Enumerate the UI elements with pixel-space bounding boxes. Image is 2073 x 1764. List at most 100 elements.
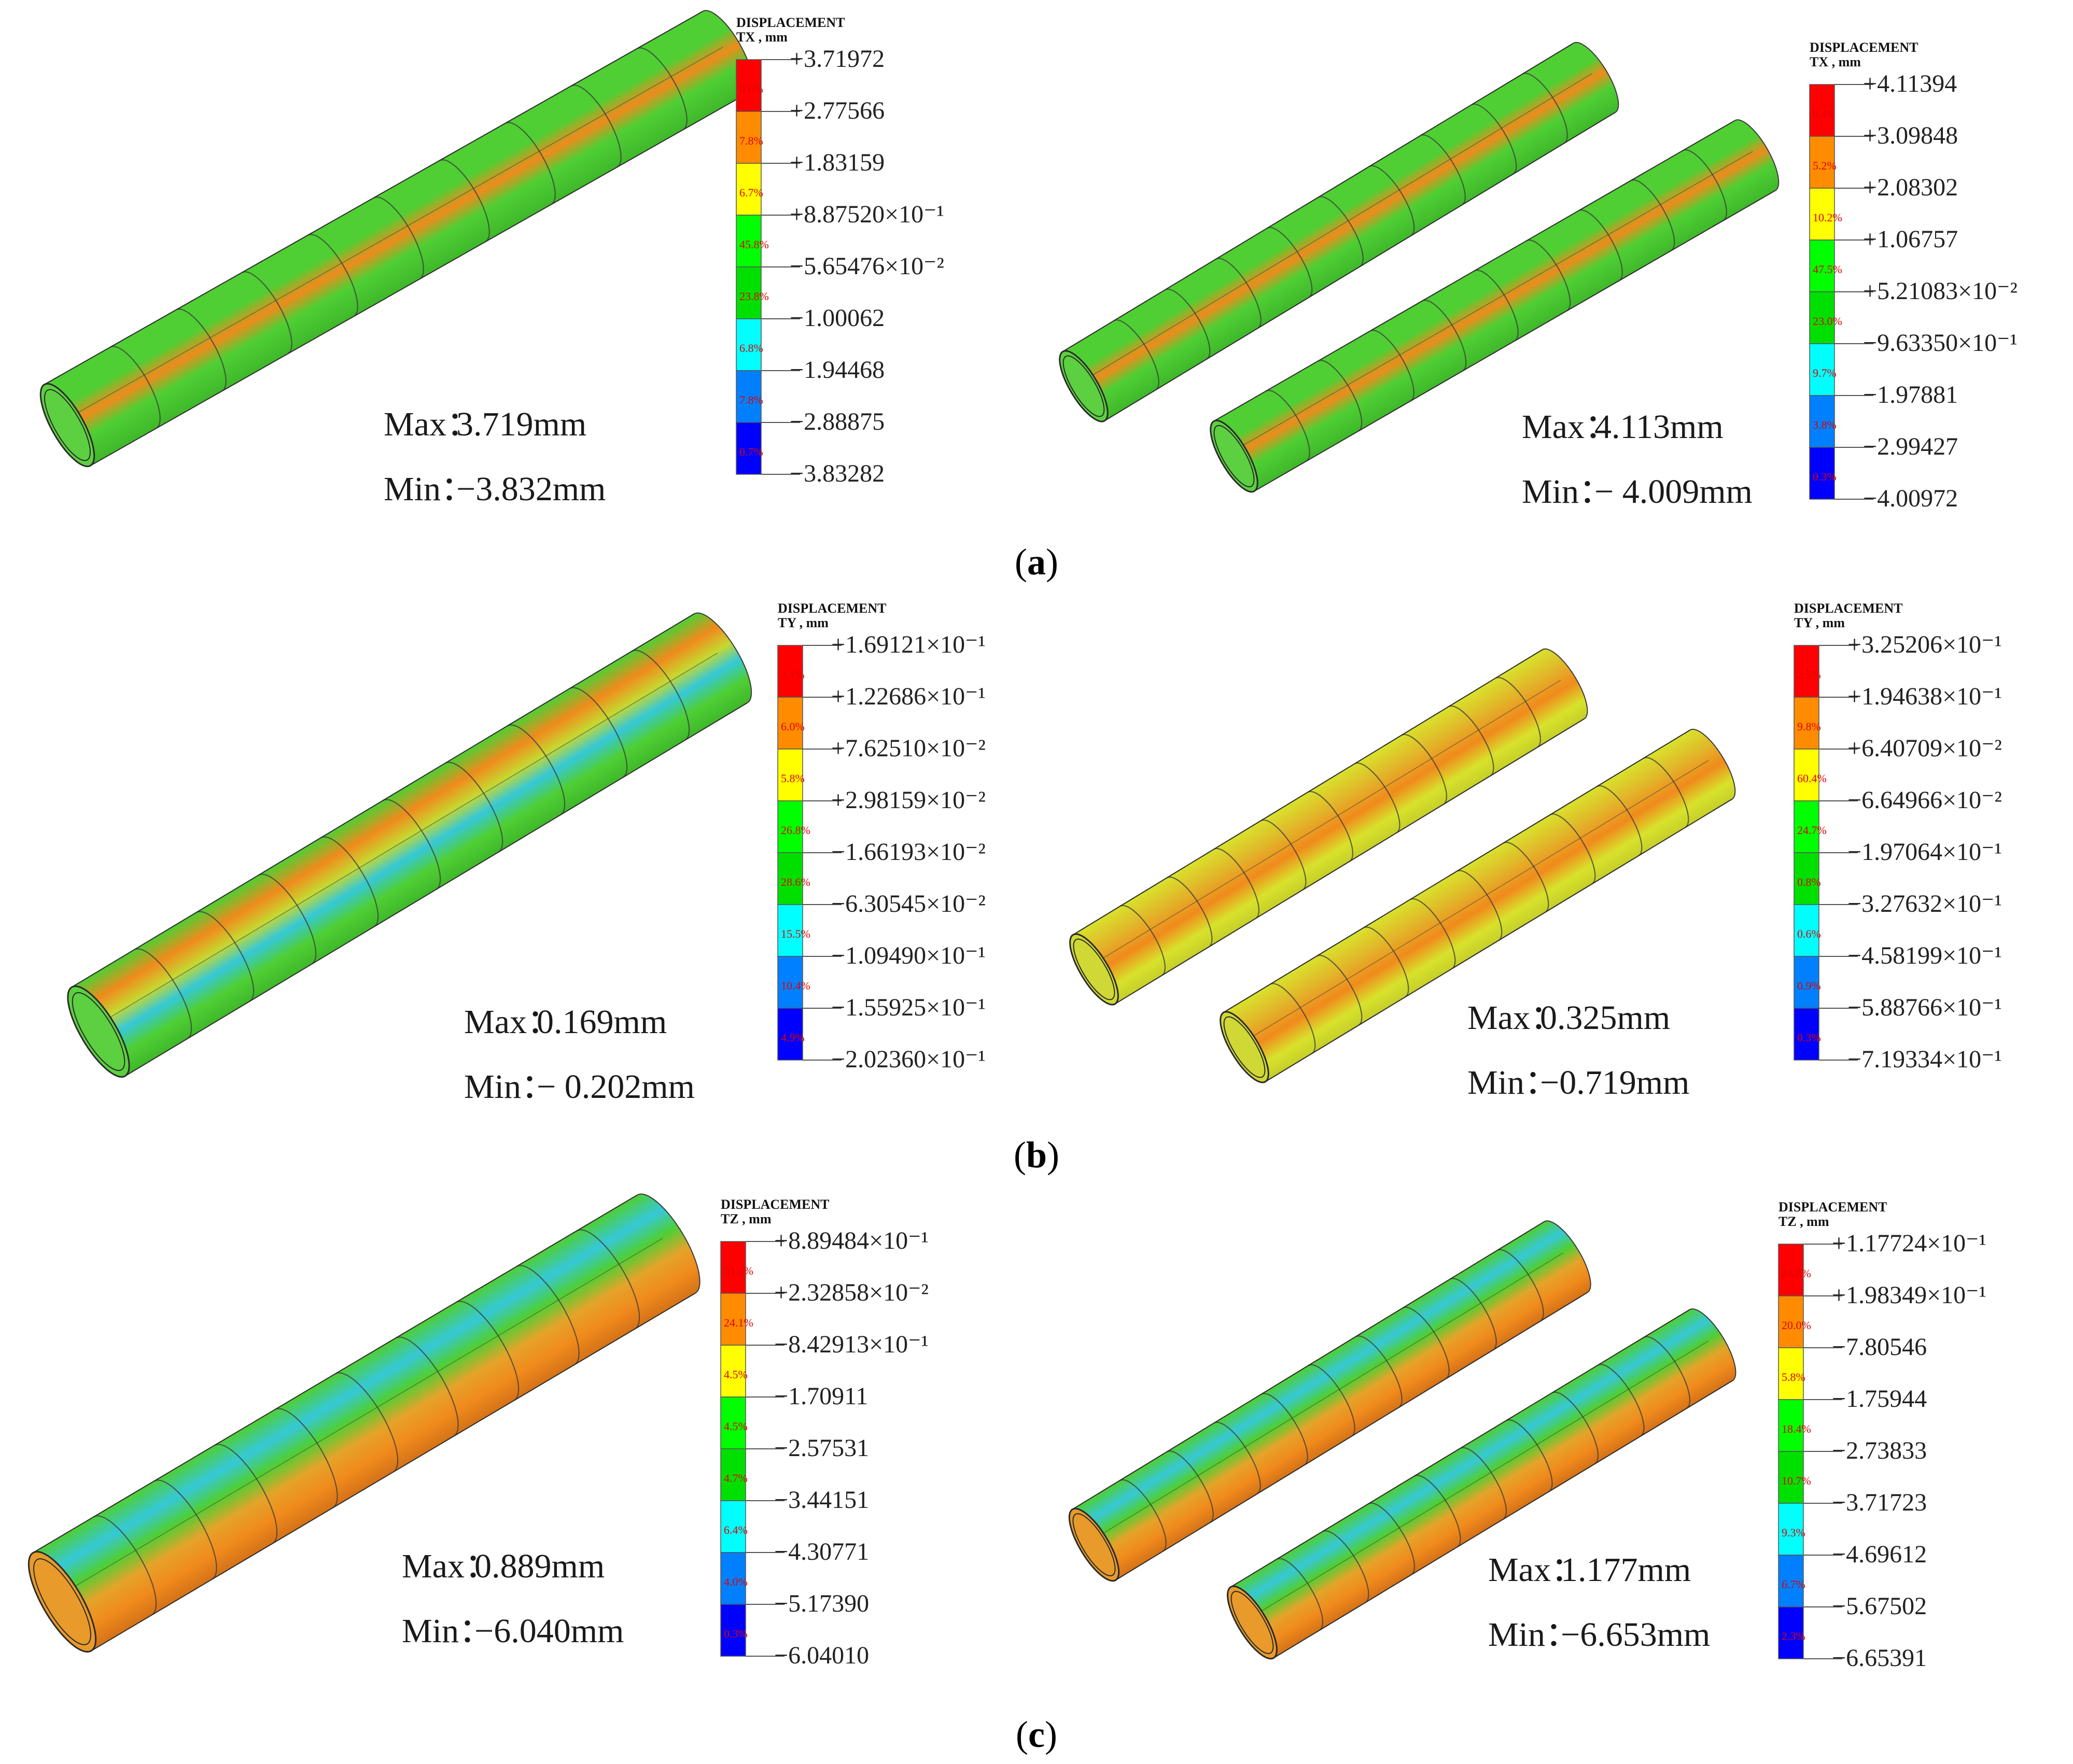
legend-band bbox=[736, 422, 762, 475]
legend-value: +1.94638×10⁻¹ bbox=[1847, 683, 2002, 710]
segment-joint bbox=[1598, 1364, 1645, 1437]
legend-band bbox=[720, 1241, 746, 1294]
segment-joint bbox=[307, 234, 358, 317]
max-value: 1.177mm bbox=[1561, 1551, 1691, 1589]
segment-joint bbox=[93, 1515, 157, 1616]
segment-joint bbox=[1363, 926, 1409, 998]
min-value: −3.832mm bbox=[456, 470, 606, 508]
legend-value: +5.21083×10⁻² bbox=[1863, 277, 2018, 305]
legend-band bbox=[736, 59, 762, 112]
pipe-edge-top bbox=[1213, 120, 1735, 422]
pipe-edge-bottom bbox=[90, 92, 749, 467]
pipe bbox=[1227, 1308, 1736, 1660]
segment-joint bbox=[1355, 1335, 1403, 1408]
max-label: Max： bbox=[402, 1547, 499, 1585]
pipe-edge-bottom bbox=[91, 1292, 696, 1652]
legend-band-percent: 10.7% bbox=[1782, 1474, 1811, 1487]
legend-value: −1.97064×10⁻¹ bbox=[1847, 838, 2002, 866]
segment-joint bbox=[176, 308, 227, 392]
legend-band-percent: 5.2% bbox=[1813, 159, 1837, 172]
max-label: Max： bbox=[464, 1003, 561, 1041]
legend-value: −6.04010 bbox=[774, 1642, 869, 1669]
legend-band-percent: 6.7% bbox=[739, 186, 763, 199]
legend-band bbox=[777, 749, 803, 801]
pipe-body bbox=[44, 11, 749, 466]
legend-band-percent: 9.7% bbox=[1813, 366, 1837, 379]
panel-b-caption: (b) bbox=[1014, 1134, 1059, 1176]
legend-band bbox=[720, 1500, 746, 1553]
segment-joint bbox=[1449, 1278, 1497, 1351]
legend-value: +1.22686×10⁻¹ bbox=[831, 683, 986, 710]
segment-joint bbox=[569, 687, 628, 778]
legend-band bbox=[1778, 1451, 1804, 1504]
legend-component: TY , mm bbox=[1794, 615, 1845, 630]
segment-joint bbox=[505, 122, 556, 205]
min-label: Min： bbox=[1467, 1064, 1559, 1102]
legend-band-percent: 0.49 bbox=[1813, 107, 1833, 120]
legend-value: −1.55925×10⁻¹ bbox=[831, 994, 986, 1021]
segment-joint bbox=[1503, 841, 1549, 913]
legend-band-percent: 18.4% bbox=[1782, 1422, 1811, 1435]
segment-joint bbox=[1166, 876, 1213, 948]
legend-value: +1.83159 bbox=[790, 149, 885, 176]
legend-value: −6.65391 bbox=[1832, 1644, 1927, 1672]
pipe-open-end bbox=[27, 1550, 97, 1653]
legend-band-percent: 24.7% bbox=[1797, 824, 1827, 837]
legend-band-percent: 0.3% bbox=[1813, 470, 1837, 483]
legend-band-percent: 4.5% bbox=[724, 1420, 748, 1433]
pipe bbox=[1069, 648, 1588, 1006]
legend-value: −3.71723 bbox=[1832, 1489, 1927, 1516]
pipe-body bbox=[1072, 1221, 1588, 1580]
segment-joint bbox=[1578, 209, 1623, 281]
legend-band-percent: 0.9% bbox=[1797, 979, 1821, 992]
legend-band bbox=[1778, 1295, 1804, 1348]
pipe-far-cap bbox=[637, 1193, 701, 1294]
panel-b-pipes bbox=[67, 612, 752, 1078]
legend-band bbox=[1794, 645, 1819, 698]
legend-value: −2.99427 bbox=[1863, 433, 1958, 460]
segment-joint bbox=[1643, 1336, 1691, 1409]
pipe-body bbox=[33, 1195, 696, 1651]
legend-band bbox=[736, 370, 762, 423]
legend-band-percent: 6.4% bbox=[724, 1523, 748, 1536]
longitudinal-seam bbox=[1091, 1252, 1564, 1541]
pipe bbox=[1210, 119, 1780, 493]
legend-band bbox=[1809, 239, 1835, 292]
pipe-edge-top bbox=[44, 10, 704, 385]
segment-joint bbox=[214, 1444, 278, 1544]
segment-joint bbox=[382, 799, 441, 890]
panel-b-pipes bbox=[1069, 648, 1736, 1083]
pipe-body bbox=[1230, 1309, 1733, 1658]
segment-joint bbox=[1213, 1421, 1261, 1494]
pipe-body bbox=[72, 614, 748, 1076]
segment-joint bbox=[1422, 300, 1467, 372]
pipe-edge-top bbox=[1072, 649, 1543, 936]
pipe-inner-wall bbox=[33, 1558, 91, 1645]
segment-joint bbox=[439, 159, 490, 243]
longitudinal-seam bbox=[1241, 760, 1709, 1043]
pipe-open-end bbox=[1227, 1585, 1278, 1660]
legend-value: +1.06757 bbox=[1863, 225, 1958, 253]
legend-band-percent: 7.8% bbox=[739, 393, 763, 406]
pipe-open-end bbox=[1059, 350, 1109, 422]
segment-joint bbox=[1448, 705, 1494, 777]
segment-joint bbox=[395, 1336, 459, 1437]
segment-joint bbox=[1401, 733, 1447, 805]
legend-band-percent: 0.6% bbox=[739, 82, 763, 95]
legend-band-percent: 26.8% bbox=[1782, 1267, 1811, 1280]
pipe-edge-bottom bbox=[1254, 190, 1776, 492]
panel-c-left-stats: Max： 0.889mm Min： −6.040mm bbox=[402, 1547, 624, 1650]
legend-band-percent: 9.3% bbox=[1782, 1526, 1805, 1539]
legend-value: +3.71972 bbox=[790, 45, 885, 73]
pipe-inner-wall bbox=[1073, 938, 1115, 1000]
segment-joint bbox=[1215, 258, 1262, 329]
segment-joint bbox=[1550, 813, 1596, 885]
pipe-edge-bottom bbox=[1273, 1380, 1733, 1659]
legend-band bbox=[720, 1293, 746, 1346]
segment-joint bbox=[1420, 134, 1466, 206]
legend-band bbox=[777, 697, 803, 750]
legend-value: −1.09490×10⁻¹ bbox=[831, 942, 986, 969]
